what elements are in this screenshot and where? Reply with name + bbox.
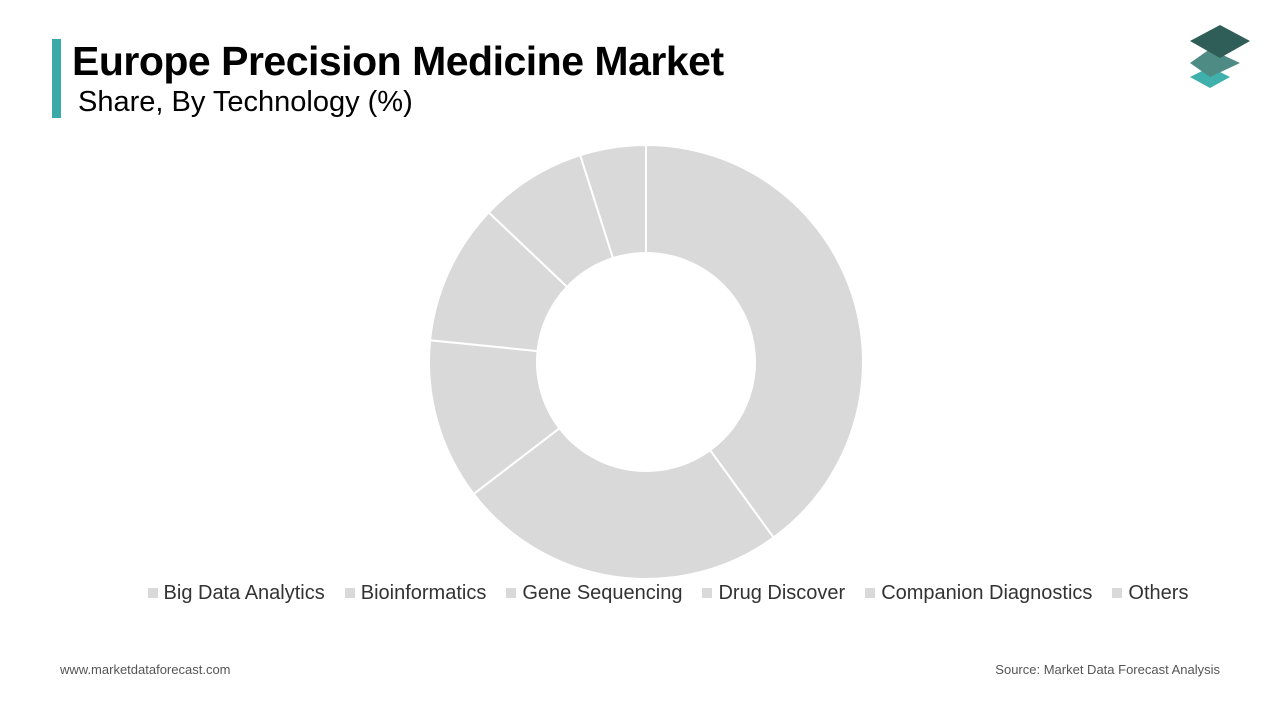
website-url: www.marketdataforecast.com (60, 662, 231, 677)
donut-slice-bioinformatics (472, 426, 775, 580)
chart-legend: Big Data Analytics Bioinformatics Gene Seq… (0, 578, 1280, 608)
legend-swatch (865, 588, 876, 598)
title-accent-bar (52, 39, 61, 118)
legend-label: Big Data Analytics (163, 581, 325, 604)
legend-item: Others (1112, 582, 1188, 605)
legend-label: Drug Discover (718, 581, 846, 604)
chart-title: Europe Precision Medicine Market (72, 38, 724, 84)
legend-item: Companion Diagnostics (865, 582, 1092, 605)
legend-swatch (1112, 588, 1123, 598)
legend-swatch (344, 588, 355, 598)
legend-label: Bioinformatics (360, 581, 487, 604)
legend-item: Big Data Analytics (147, 581, 325, 605)
donut-slice-others (578, 143, 647, 260)
chart-subtitle: Share, By Technology (%) (78, 86, 413, 118)
legend-swatch (702, 588, 713, 598)
legend-label: Companion Diagnostics (881, 581, 1093, 604)
donut-slice-big-data-analytics (645, 143, 864, 539)
logo-layer-middle (1190, 49, 1240, 77)
legend-label: Others (1128, 581, 1189, 604)
legend-item: Gene Sequencing (506, 582, 682, 605)
legend-label: Gene Sequencing (522, 581, 683, 604)
stacked-layers-icon (1190, 25, 1250, 88)
legend-item: Bioinformatics (344, 581, 487, 605)
legend-item: Drug Discover (702, 582, 845, 605)
logo-layer-top (1190, 25, 1250, 58)
legend-swatch (147, 588, 158, 598)
source-note: Source: Market Data Forecast Analysis (995, 662, 1220, 677)
legend-swatch (506, 588, 517, 598)
